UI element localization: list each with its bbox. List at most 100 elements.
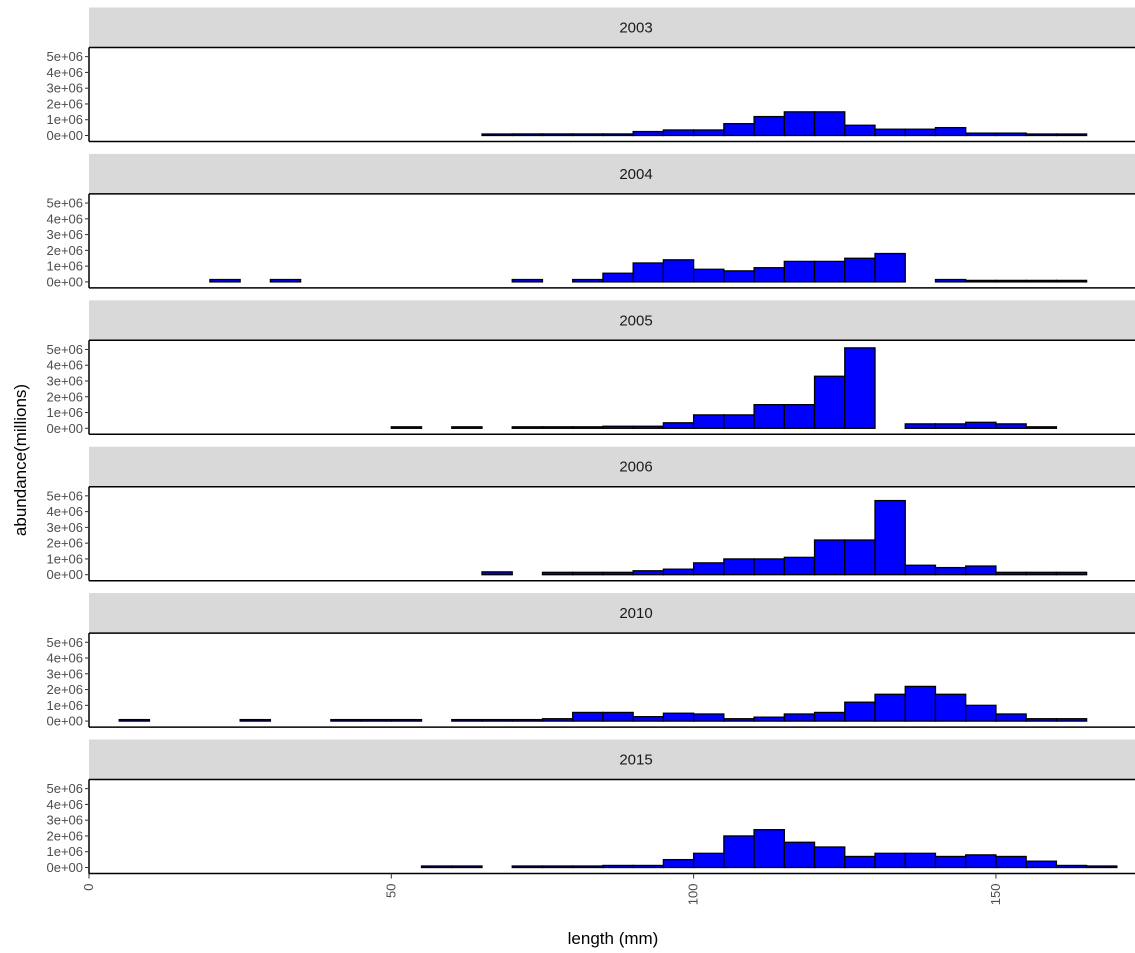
facet-strip	[89, 446, 1135, 487]
bar	[813, 260, 846, 283]
bar	[662, 422, 695, 429]
bar	[753, 829, 785, 869]
x-tick-label: 150	[988, 884, 1003, 906]
bar	[511, 278, 544, 283]
x-axis: 0 50 100 150	[81, 873, 1003, 906]
y-tick-label: 2e+06	[46, 828, 83, 843]
bar	[1025, 571, 1058, 576]
bar	[1055, 571, 1088, 576]
bar	[572, 278, 604, 283]
bar	[934, 278, 967, 283]
bar	[1025, 133, 1058, 137]
bar	[753, 403, 785, 429]
bar	[209, 278, 241, 283]
bar	[451, 718, 483, 722]
y-tick-label: 0e+00	[46, 860, 83, 875]
bar	[1055, 133, 1088, 137]
bar	[904, 685, 937, 722]
bar	[511, 865, 544, 869]
y-axis-title: abundance(millions)	[11, 384, 30, 536]
x-tick-label: 50	[383, 884, 398, 898]
facet-strip-label: 2006	[619, 459, 652, 476]
bar	[723, 123, 755, 137]
y-tick-label: 3e+06	[46, 227, 83, 242]
bar	[844, 124, 876, 137]
bar	[965, 421, 997, 429]
y-tick-label: 1e+06	[46, 259, 83, 274]
bar	[692, 268, 725, 283]
facet-strip	[89, 153, 1135, 194]
y-tick-label: 3e+06	[46, 373, 83, 388]
bar	[965, 704, 997, 722]
facet-strip-label: 2015	[619, 752, 652, 769]
facet-strip-label: 2010	[619, 605, 652, 622]
bar	[1055, 718, 1088, 722]
bar	[723, 558, 755, 576]
y-tick-label: 3e+06	[46, 813, 83, 828]
bar	[692, 129, 725, 137]
facet-strip	[89, 739, 1135, 780]
bar	[662, 259, 695, 283]
bar	[723, 718, 755, 722]
panels-layer: 20030e+001e+062e+063e+064e+065e+0620040e…	[46, 7, 1135, 875]
y-tick-label: 2e+06	[46, 682, 83, 697]
bar	[753, 267, 785, 283]
bar	[783, 713, 816, 722]
bar	[572, 133, 604, 137]
bar	[511, 133, 544, 137]
bar	[934, 126, 967, 137]
bar	[481, 571, 513, 576]
bar	[965, 854, 997, 869]
bar	[783, 403, 816, 429]
bar	[451, 426, 483, 429]
bar	[783, 111, 816, 137]
bar	[844, 855, 876, 869]
bar	[1055, 279, 1088, 283]
bar	[934, 855, 967, 869]
bar	[360, 718, 392, 722]
bar	[934, 423, 967, 429]
bar	[118, 718, 151, 722]
y-tick-label: 0e+00	[46, 714, 83, 729]
bar	[451, 865, 483, 869]
bar	[874, 252, 906, 283]
bar	[813, 846, 846, 869]
bar	[572, 426, 604, 429]
x-tick-label: 0	[81, 884, 96, 891]
facet-strip	[89, 593, 1135, 634]
bar	[904, 128, 937, 137]
bar	[511, 426, 544, 429]
bar	[783, 260, 816, 283]
y-tick-label: 4e+06	[46, 651, 83, 666]
facet-strip	[89, 300, 1135, 341]
bar	[874, 852, 906, 869]
bar	[965, 279, 997, 283]
bar	[753, 716, 785, 722]
bar	[632, 425, 665, 429]
bar	[1055, 864, 1088, 869]
bar	[572, 711, 604, 722]
bar	[753, 558, 785, 576]
y-tick-label: 1e+06	[46, 551, 83, 566]
y-tick-label: 4e+06	[46, 797, 83, 812]
y-tick-label: 1e+06	[46, 844, 83, 859]
bar	[572, 571, 604, 576]
bar	[1025, 279, 1058, 283]
bar	[723, 270, 755, 283]
bar	[934, 693, 967, 722]
bar	[632, 716, 665, 722]
y-tick-label: 0e+00	[46, 567, 83, 582]
bar	[995, 713, 1027, 722]
bar	[1025, 426, 1058, 429]
bar	[965, 132, 997, 137]
bar	[1025, 718, 1058, 722]
bar	[602, 272, 634, 283]
bar	[904, 564, 937, 576]
y-tick-label: 1e+06	[46, 698, 83, 713]
y-tick-label: 0e+00	[46, 421, 83, 436]
bar	[813, 375, 846, 429]
